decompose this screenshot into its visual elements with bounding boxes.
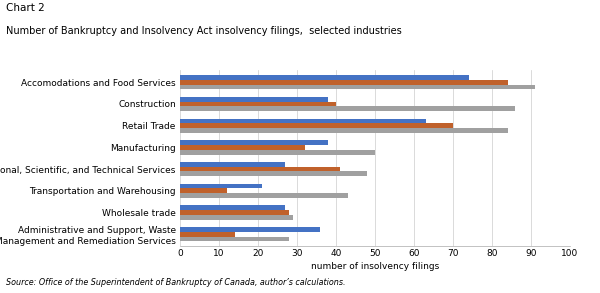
Bar <box>180 167 340 171</box>
Bar <box>180 75 469 80</box>
Bar <box>180 102 336 106</box>
Text: Chart 2: Chart 2 <box>6 3 45 13</box>
Bar <box>180 106 515 111</box>
Bar <box>180 227 320 232</box>
Text: Source: Office of the Superintendent of Bankruptcy of Canada, author’s calculati: Source: Office of the Superintendent of … <box>6 278 346 287</box>
Bar <box>180 184 262 188</box>
Bar <box>180 162 286 167</box>
Bar <box>180 188 227 193</box>
Bar <box>180 193 348 198</box>
Bar <box>180 236 289 241</box>
Bar <box>180 128 508 133</box>
Bar <box>180 210 289 215</box>
Bar <box>180 118 426 123</box>
Text: Number of Bankruptcy and Insolvency Act insolvency filings,  selected industries: Number of Bankruptcy and Insolvency Act … <box>6 26 402 36</box>
Bar <box>180 97 328 102</box>
Bar <box>180 140 328 145</box>
X-axis label: number of insolvency filings: number of insolvency filings <box>311 262 439 271</box>
Bar <box>180 215 293 220</box>
Bar <box>180 145 305 150</box>
Bar <box>180 85 535 89</box>
Bar <box>180 171 367 176</box>
Bar <box>180 232 235 236</box>
Bar <box>180 150 375 154</box>
Bar <box>180 205 286 210</box>
Bar <box>180 80 508 85</box>
Bar <box>180 123 453 128</box>
